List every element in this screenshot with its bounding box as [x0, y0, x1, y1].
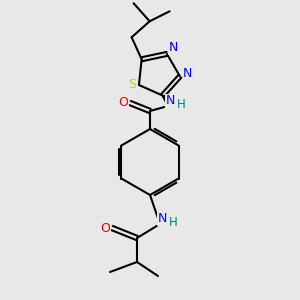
Text: N: N: [165, 94, 175, 107]
Text: H: H: [169, 215, 177, 229]
Text: S: S: [128, 77, 136, 91]
Text: O: O: [100, 221, 110, 235]
Text: N: N: [183, 67, 193, 80]
Text: O: O: [118, 95, 128, 109]
Text: N: N: [168, 41, 178, 54]
Text: H: H: [177, 98, 185, 112]
Text: N: N: [157, 212, 167, 226]
